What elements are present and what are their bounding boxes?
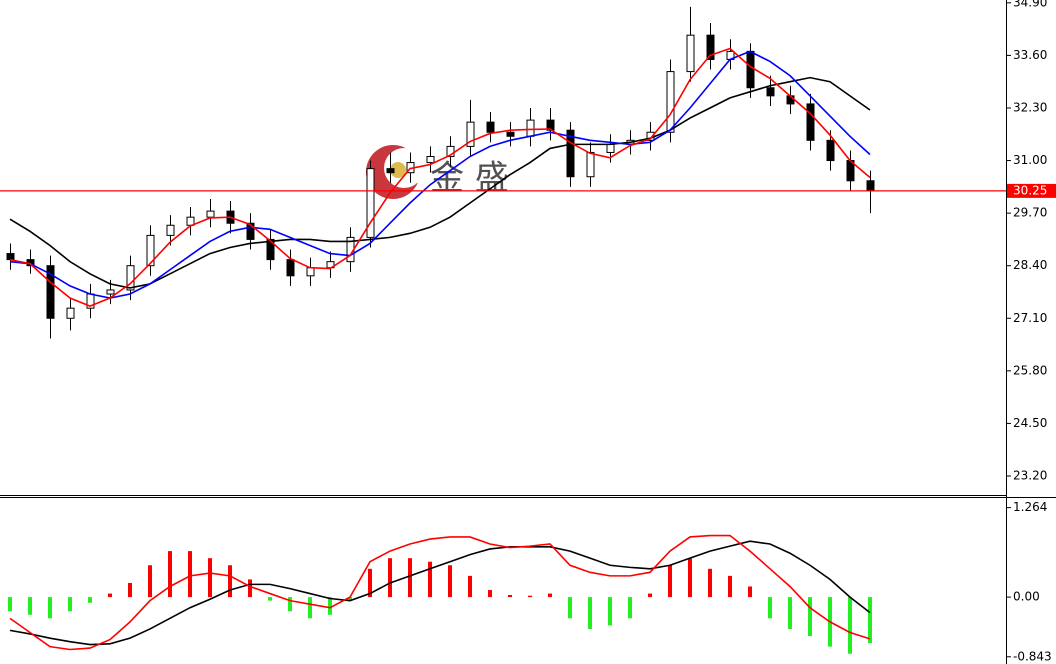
histogram-bar (88, 597, 92, 603)
histogram-bar (68, 597, 72, 612)
histogram-bar (588, 597, 592, 629)
histogram-bar (208, 558, 212, 598)
histogram-bar (8, 597, 12, 612)
histogram-bar (288, 597, 292, 612)
candle-body (466, 121, 475, 147)
histogram-bar (508, 594, 512, 598)
candle-body (266, 238, 275, 261)
y-tick-label: 34.90 (1013, 0, 1047, 9)
y-tick-label: 23.20 (1013, 468, 1047, 482)
y-tick-label: 33.60 (1013, 48, 1047, 62)
histogram-bar (748, 586, 752, 598)
candle-body (6, 253, 15, 261)
candle-body (766, 87, 775, 97)
histogram-bar (108, 593, 112, 598)
candle-body (606, 143, 615, 153)
histogram-bar (48, 597, 52, 619)
histogram-bar (848, 597, 852, 654)
logo (390, 162, 406, 178)
histogram-bar (328, 597, 332, 615)
histogram-bar (228, 565, 232, 598)
histogram-bar (368, 568, 372, 598)
candle-body (106, 289, 115, 295)
histogram-bar (788, 597, 792, 629)
candle-body (826, 139, 835, 162)
histogram-bar (248, 579, 252, 598)
histogram-bar (608, 597, 612, 626)
candle-body (506, 131, 515, 137)
histogram-bar (128, 582, 132, 598)
candle-body (586, 151, 595, 178)
candle-body (486, 121, 495, 133)
histogram-bar (768, 597, 772, 619)
histogram-bar (728, 575, 732, 598)
histogram-bar (308, 597, 312, 619)
candle-body (806, 103, 815, 141)
candle-body (246, 222, 255, 240)
y-tick-label: 32.30 (1013, 100, 1047, 114)
y-tick-label: 28.40 (1013, 258, 1047, 272)
candle-body (686, 34, 695, 73)
histogram-bar (388, 558, 392, 598)
histogram-bar (648, 593, 652, 598)
histogram-bar (468, 575, 472, 598)
y-tick-label: 24.50 (1013, 416, 1047, 430)
candle-body (286, 259, 295, 277)
y-tick-label: 1.264 (1013, 500, 1047, 514)
y-tick-label: 25.80 (1013, 363, 1047, 377)
indicator-line (9, 50, 871, 299)
candle-body (566, 129, 575, 178)
candle-body (46, 265, 55, 319)
y-tick-label: 0.00 (1013, 590, 1040, 604)
candle-body (666, 71, 675, 133)
histogram-bar (628, 597, 632, 619)
histogram-bar (548, 593, 552, 598)
histogram-bar (188, 551, 192, 598)
candle-body (366, 168, 375, 238)
histogram-bar (148, 565, 152, 598)
candle-body (206, 210, 215, 218)
histogram-bar (348, 597, 352, 601)
candle-body (426, 156, 435, 164)
histogram-bar (408, 558, 412, 598)
candle-body (66, 307, 75, 319)
candle-body (866, 180, 875, 192)
histogram-bar (668, 565, 672, 598)
candle-body (526, 119, 535, 137)
candle-body (126, 265, 135, 291)
candle-body (166, 224, 175, 236)
histogram-bar (708, 568, 712, 598)
y-tick-label: 31.00 (1013, 153, 1047, 167)
y-tick-label: 29.70 (1013, 206, 1047, 220)
histogram-bar (28, 597, 32, 615)
indicator-line (9, 47, 871, 308)
histogram-bar (688, 558, 692, 598)
histogram-bar (808, 597, 812, 637)
price-label: 30.25 (1013, 183, 1047, 197)
y-tick-label: -0.843 (1013, 649, 1052, 663)
histogram-bar (448, 565, 452, 598)
indicator-line (9, 540, 871, 646)
indicator-line (9, 534, 871, 651)
histogram-bar (528, 595, 532, 598)
candle-body (306, 267, 315, 277)
candle-body (706, 34, 715, 60)
candle-body (746, 50, 755, 89)
y-tick-label: 27.10 (1013, 311, 1047, 325)
histogram-bar (488, 590, 492, 598)
histogram-bar (268, 597, 272, 601)
price-label-box (1007, 183, 1056, 198)
histogram-bar (868, 597, 872, 644)
candle-body (146, 234, 155, 267)
watermark-text: 金 盛 (430, 159, 509, 199)
histogram-bar (568, 597, 572, 619)
histogram-bar (428, 561, 432, 598)
candle-body (446, 145, 455, 158)
candle-body (386, 168, 395, 174)
histogram-bar (168, 551, 172, 598)
